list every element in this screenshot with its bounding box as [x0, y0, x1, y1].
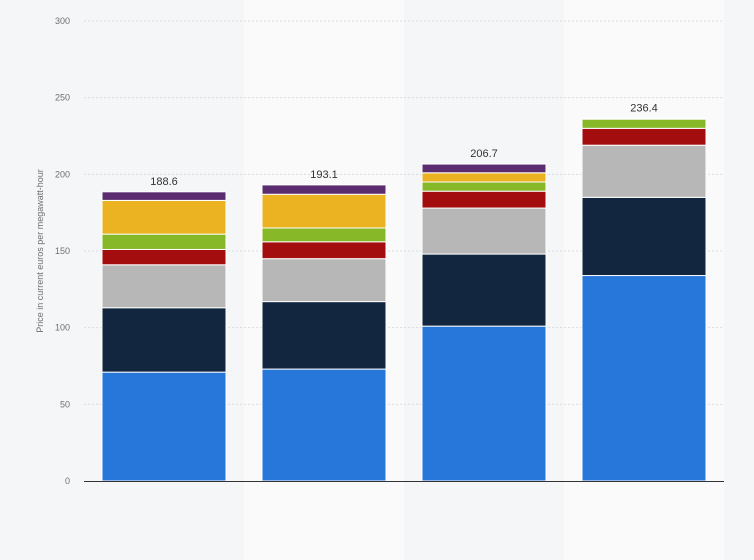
- y-axis-ticks: 0 50 100 150 200 250 300: [55, 16, 70, 486]
- bar-segment: [581, 196, 707, 277]
- bar-segment: [581, 118, 707, 120]
- bar-segment: [101, 248, 227, 266]
- bar-segment: [261, 258, 387, 303]
- bar-segment: [421, 163, 547, 174]
- bar-total-label: 188.6: [150, 176, 178, 188]
- bar-segment: [581, 118, 707, 129]
- y-tick-label: 0: [65, 476, 70, 486]
- y-tick-label: 250: [55, 93, 70, 103]
- bar-segment: [421, 172, 547, 183]
- bar-segment: [101, 191, 227, 201]
- bar-segment: [581, 127, 707, 146]
- bar-segment: [101, 264, 227, 309]
- bar-segment: [101, 307, 227, 373]
- y-tick-label: 300: [55, 16, 70, 26]
- y-tick-label: 50: [60, 399, 70, 409]
- bar-segment: [261, 301, 387, 370]
- bar-segment: [581, 275, 707, 482]
- bar-segment: [421, 207, 547, 255]
- bar-segment: [261, 368, 387, 482]
- y-tick-label: 100: [55, 323, 70, 333]
- bar-segment: [261, 184, 387, 195]
- y-tick-label: 150: [55, 246, 70, 256]
- bar-total-label: 236.4: [630, 103, 658, 115]
- bar-total-label: 206.7: [470, 148, 498, 160]
- bar-segment: [261, 241, 387, 260]
- bar-segment: [421, 253, 547, 327]
- bar-segment: [101, 371, 227, 482]
- bar-segment: [261, 193, 387, 229]
- bar-segment: [421, 190, 547, 209]
- bar-segment: [581, 144, 707, 198]
- bar-segment: [101, 199, 227, 235]
- bar-segment: [421, 325, 547, 482]
- y-tick-label: 200: [55, 169, 70, 179]
- bar-total-label: 193.1: [310, 169, 338, 181]
- y-axis-title: Price in current euros per megawatt-hour: [35, 169, 45, 333]
- bar-segment: [261, 227, 387, 243]
- bars: [101, 118, 707, 482]
- bar-segment: [101, 233, 227, 250]
- bar-segment: [421, 181, 547, 192]
- bar-total-labels: 188.6 193.1 206.7 236.4: [150, 103, 658, 188]
